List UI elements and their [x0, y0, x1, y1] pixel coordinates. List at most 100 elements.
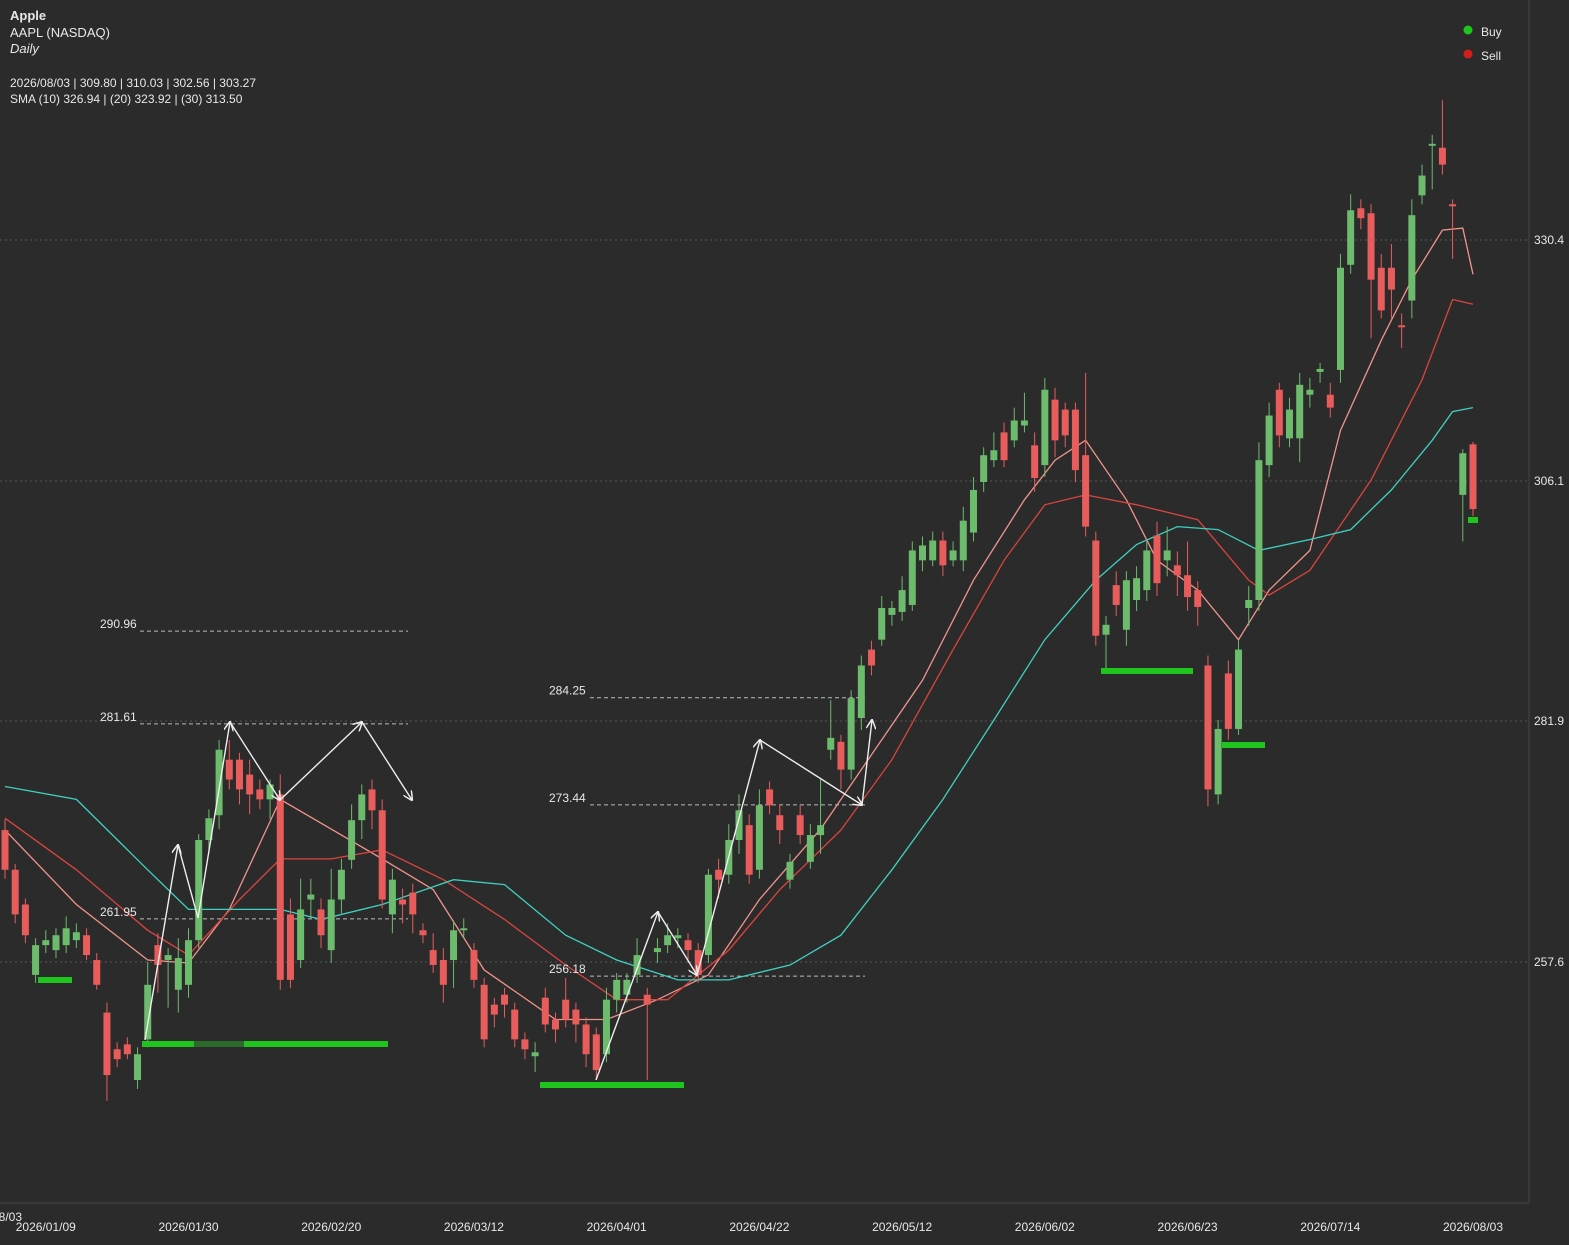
candle-body	[1020, 420, 1028, 426]
zone	[194, 1041, 244, 1047]
candle-body	[174, 958, 182, 990]
candle-body	[337, 869, 345, 900]
pattern-leg	[759, 739, 862, 805]
candle-body	[827, 737, 835, 750]
candle-body	[939, 540, 947, 566]
candle-body	[1428, 143, 1436, 146]
candle-body	[643, 994, 651, 1005]
candle-body	[348, 820, 356, 860]
sma-line	[4, 227, 1474, 1021]
candle-body	[1286, 409, 1293, 439]
candle-body	[134, 1054, 142, 1081]
candle-body	[1408, 215, 1416, 301]
candle-body	[1459, 453, 1467, 495]
candle-body	[1347, 210, 1355, 265]
candle-body	[562, 999, 570, 1020]
candle-body	[113, 1049, 121, 1060]
candle-body	[1306, 389, 1314, 395]
candle-body	[786, 861, 794, 880]
candle-body	[1255, 460, 1263, 601]
candle-body	[990, 450, 998, 461]
candle-body	[806, 835, 814, 862]
zone	[142, 1041, 194, 1047]
candle-body	[1010, 420, 1018, 441]
candle-body	[1143, 550, 1151, 591]
candle-body	[745, 825, 753, 875]
candle-body	[1398, 325, 1406, 328]
candle-body	[980, 455, 988, 482]
candle-body	[1122, 580, 1130, 630]
candle-body	[878, 607, 886, 640]
candle-body	[847, 698, 855, 770]
candle-body	[1377, 267, 1385, 311]
candle-body	[908, 550, 916, 605]
candle-body	[552, 1019, 559, 1030]
zone	[244, 1041, 388, 1047]
candle-body	[1000, 432, 1008, 461]
candle-body	[1092, 540, 1100, 636]
candle-body	[949, 550, 957, 561]
candle-body	[1071, 409, 1079, 471]
candle-body	[470, 950, 478, 980]
sma-info: SMA (10) 326.94 | (20) 323.92 | (30) 313…	[10, 92, 243, 106]
x-tick-label: 2026/07/14	[1300, 1220, 1360, 1234]
x-tick-label: 2026/03/12	[444, 1220, 504, 1234]
candle-body	[450, 930, 458, 961]
candle-body	[32, 945, 40, 975]
candle-body	[123, 1044, 131, 1055]
y-tick-label: 330.4	[1534, 233, 1564, 247]
candle-body	[225, 759, 233, 780]
candle-body	[297, 909, 305, 961]
candle-body	[42, 940, 50, 946]
pattern-annotations	[144, 720, 872, 1081]
candle-body	[674, 935, 682, 939]
candle-body	[694, 950, 702, 975]
candle-body	[796, 815, 804, 836]
candle-body	[572, 1009, 580, 1025]
candle-body	[256, 789, 264, 800]
candle-body	[62, 928, 70, 946]
candle-body	[317, 909, 325, 936]
plot-area	[0, 100, 1529, 1101]
candle-body	[460, 928, 468, 931]
zone	[1101, 668, 1193, 674]
pattern-leg	[696, 740, 760, 976]
candle-body	[1214, 728, 1222, 795]
candle-body	[205, 818, 213, 841]
candle-body	[1357, 208, 1365, 219]
candle-body	[521, 1039, 529, 1050]
candle-body	[327, 899, 335, 951]
candle-body	[235, 759, 243, 790]
candle-body	[959, 520, 967, 561]
candle-body	[1387, 267, 1395, 290]
candle-body	[898, 590, 906, 612]
candle-body	[1031, 445, 1039, 479]
symbol: AAPL (NASDAQ)	[10, 25, 110, 40]
candle-body	[1367, 213, 1375, 280]
pattern-leg	[144, 845, 178, 1041]
candle-body	[195, 840, 203, 941]
level-label: 256.18	[549, 962, 586, 976]
x-tick-label: 2026/05/12	[872, 1220, 932, 1234]
candle-body	[103, 1012, 111, 1076]
candle-body	[72, 932, 80, 941]
candle-body	[1204, 665, 1212, 790]
candle-body	[480, 984, 488, 1040]
level-label: 281.61	[100, 710, 137, 724]
candle-body	[1449, 204, 1457, 207]
candle-body	[419, 930, 427, 936]
candle-body	[439, 960, 447, 985]
candle-body	[766, 789, 774, 806]
candle-body	[1112, 585, 1120, 605]
candle-body	[613, 979, 621, 1000]
zone	[1468, 517, 1478, 523]
candle-body	[704, 874, 712, 956]
level-label: 273.44	[549, 791, 586, 805]
x-tick-label: 2026/02/20	[301, 1220, 361, 1234]
interval: Daily	[10, 41, 40, 56]
pattern-leg	[595, 912, 658, 1081]
candle-body	[307, 894, 315, 900]
level-label: 290.96	[100, 617, 137, 631]
pattern-leg	[229, 721, 280, 800]
